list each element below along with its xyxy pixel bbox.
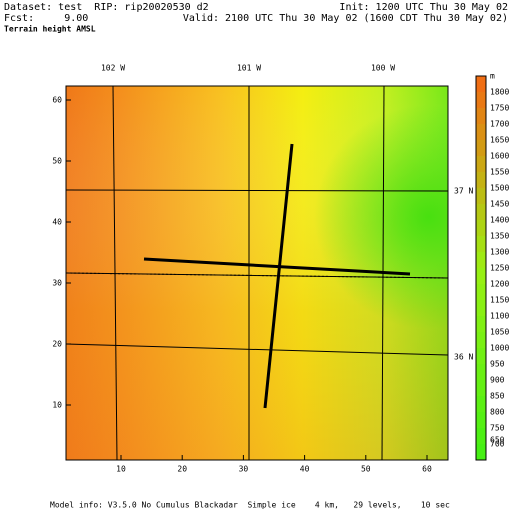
colorbar-frame <box>475 75 487 461</box>
init: Init: 1200 UTC Thu 30 May 02 <box>339 2 508 13</box>
longitude-label: 101 W <box>237 64 261 73</box>
x-tick-label: 20 <box>177 465 187 474</box>
colorbar-swatch <box>476 348 486 364</box>
longitude-label: 100 W <box>371 64 395 73</box>
longitude-label: 102 W <box>101 64 125 73</box>
colorbar-label: 1200 <box>490 280 509 289</box>
colorbar-swatch <box>476 444 486 460</box>
colorbar-swatch <box>476 364 486 380</box>
y-tick-label: 20 <box>52 340 62 349</box>
colorbar-label: 1500 <box>490 184 509 193</box>
colorbar-swatch <box>476 412 486 428</box>
x-tick-label: 60 <box>422 465 432 474</box>
footer: Model info: V3.5.0 No Cumulus Blackadar … <box>50 501 450 510</box>
colorbar-swatch <box>476 76 486 92</box>
colorbar-label: 1350 <box>490 232 509 241</box>
y-tick-label: 40 <box>52 218 62 227</box>
colorbar-label: 1750 <box>490 104 509 113</box>
colorbar-label: 1150 <box>490 296 509 305</box>
colorbar-label: 1600 <box>490 152 509 161</box>
colorbar-swatch <box>476 124 486 140</box>
colorbar-label: 750 <box>490 424 505 433</box>
y-tick-label: 60 <box>52 96 62 105</box>
cross-sections <box>143 143 411 409</box>
colorbar-swatch <box>476 156 486 172</box>
latitude-label: 36 N <box>454 353 473 362</box>
colorbar-label: 950 <box>490 360 505 369</box>
colorbar-label: 1800 <box>490 88 509 97</box>
colorbar-swatch <box>476 108 486 124</box>
colorbar-swatch <box>476 220 486 236</box>
colorbar-label: 1000 <box>490 344 509 353</box>
colorbar-label: 850 <box>490 392 505 401</box>
colorbar-swatch <box>476 188 486 204</box>
field: Terrain height AMSL <box>4 24 96 34</box>
colorbar-label: 650 <box>490 436 505 445</box>
colorbar-swatch <box>476 428 486 444</box>
colorbar-swatch <box>476 172 486 188</box>
colorbar-swatch <box>476 332 486 348</box>
colorbar-label: 1650 <box>490 136 509 145</box>
colorbar-swatch <box>476 236 486 252</box>
colorbar-label: 1550 <box>490 168 509 177</box>
colorbar-label: 700 <box>490 440 505 449</box>
colorbar-swatch <box>476 380 486 396</box>
x-tick-label: 30 <box>239 465 249 474</box>
y-tick-label: 10 <box>52 401 62 410</box>
y-tick-label: 50 <box>52 157 62 166</box>
colorbar-swatch <box>476 300 486 316</box>
colorbar-label: 900 <box>490 376 505 385</box>
x-tick-label: 50 <box>361 465 371 474</box>
colorbar-swatch <box>476 316 486 332</box>
colorbar-swatch <box>476 268 486 284</box>
colorbar-swatch <box>476 204 486 220</box>
colorbar-swatch <box>476 396 486 412</box>
colorbar-label: 1400 <box>490 216 509 225</box>
plot-frame <box>65 85 449 461</box>
colorbar-label: 1250 <box>490 264 509 273</box>
latitude-label: 37 N <box>454 187 473 196</box>
colorbar-swatch <box>476 252 486 268</box>
colorbar-unit: m <box>490 72 495 81</box>
dataset: Dataset: test RIP: rip20020530 d2 <box>4 2 209 13</box>
fcst: Fcst: 9.00 <box>4 13 88 24</box>
x-tick-label: 10 <box>116 465 126 474</box>
colorbar-label: 1050 <box>490 328 509 337</box>
colorbar-swatch <box>476 284 486 300</box>
y-tick-label: 30 <box>52 279 62 288</box>
colorbar-label: 1100 <box>490 312 509 321</box>
x-tick-label: 40 <box>300 465 310 474</box>
colorbar-swatch <box>476 140 486 156</box>
colorbar-label: 1450 <box>490 200 509 209</box>
colorbar-label: 1300 <box>490 248 509 257</box>
valid: Valid: 2100 UTC Thu 30 May 02 (1600 CDT … <box>183 13 508 24</box>
colorbar-label: 1700 <box>490 120 509 129</box>
colorbar-label: 800 <box>490 408 505 417</box>
colorbar-swatch <box>476 92 486 108</box>
